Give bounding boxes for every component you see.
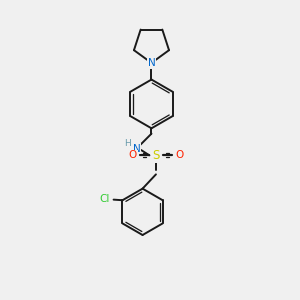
Text: H: H [124,139,130,148]
Text: N: N [148,58,155,68]
Text: S: S [152,149,160,162]
Text: O: O [175,150,183,160]
Text: Cl: Cl [99,194,109,204]
Text: O: O [129,150,137,160]
Text: N: N [133,143,140,154]
